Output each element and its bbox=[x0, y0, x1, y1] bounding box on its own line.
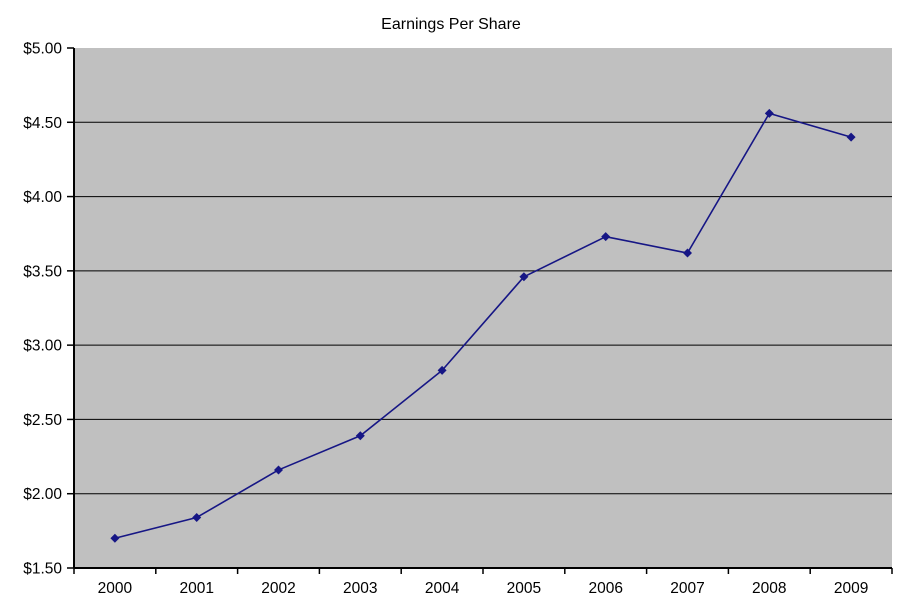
data-point-marker bbox=[355, 431, 365, 441]
data-point-marker bbox=[274, 465, 283, 475]
data-point-marker bbox=[846, 132, 856, 142]
x-axis-label: 2003 bbox=[343, 580, 377, 597]
plot-background bbox=[74, 48, 892, 568]
y-axis-label: $5.00 bbox=[23, 41, 62, 58]
data-point-marker bbox=[764, 108, 774, 118]
y-axis-label: $4.00 bbox=[23, 189, 62, 206]
y-axis-label: $2.50 bbox=[23, 412, 62, 429]
y-axis-label: $3.00 bbox=[23, 338, 62, 355]
x-axis-label: 2005 bbox=[507, 580, 541, 597]
x-axis-label: 2001 bbox=[179, 580, 213, 597]
x-axis-label: 2004 bbox=[425, 580, 460, 597]
x-axis-label: 2000 bbox=[98, 580, 133, 597]
x-axis-label: 2008 bbox=[752, 580, 786, 597]
data-point-marker bbox=[110, 533, 120, 543]
y-axis-label: $1.50 bbox=[23, 561, 62, 578]
y-axis-label: $2.00 bbox=[23, 486, 62, 503]
y-axis-label: $4.50 bbox=[23, 115, 62, 132]
x-axis-label: 2006 bbox=[588, 580, 622, 597]
chart-title: Earnings Per Share bbox=[381, 16, 521, 33]
series-line bbox=[114, 112, 852, 540]
y-axis-label: $3.50 bbox=[23, 263, 62, 280]
data-point-marker bbox=[437, 365, 447, 375]
data-point-marker bbox=[683, 248, 692, 258]
plot-layers: $1.50 $2.00 $2.50 $3.00 $3.50 $4.00 $4.50 $5.00… bbox=[23, 41, 893, 597]
data-point-marker bbox=[519, 272, 529, 282]
x-axis-label: 2002 bbox=[261, 580, 295, 597]
data-point-marker bbox=[601, 232, 611, 242]
x-axis-label: 2009 bbox=[834, 580, 868, 597]
data-point-marker bbox=[192, 512, 202, 522]
x-axis-label: 2007 bbox=[670, 580, 704, 597]
